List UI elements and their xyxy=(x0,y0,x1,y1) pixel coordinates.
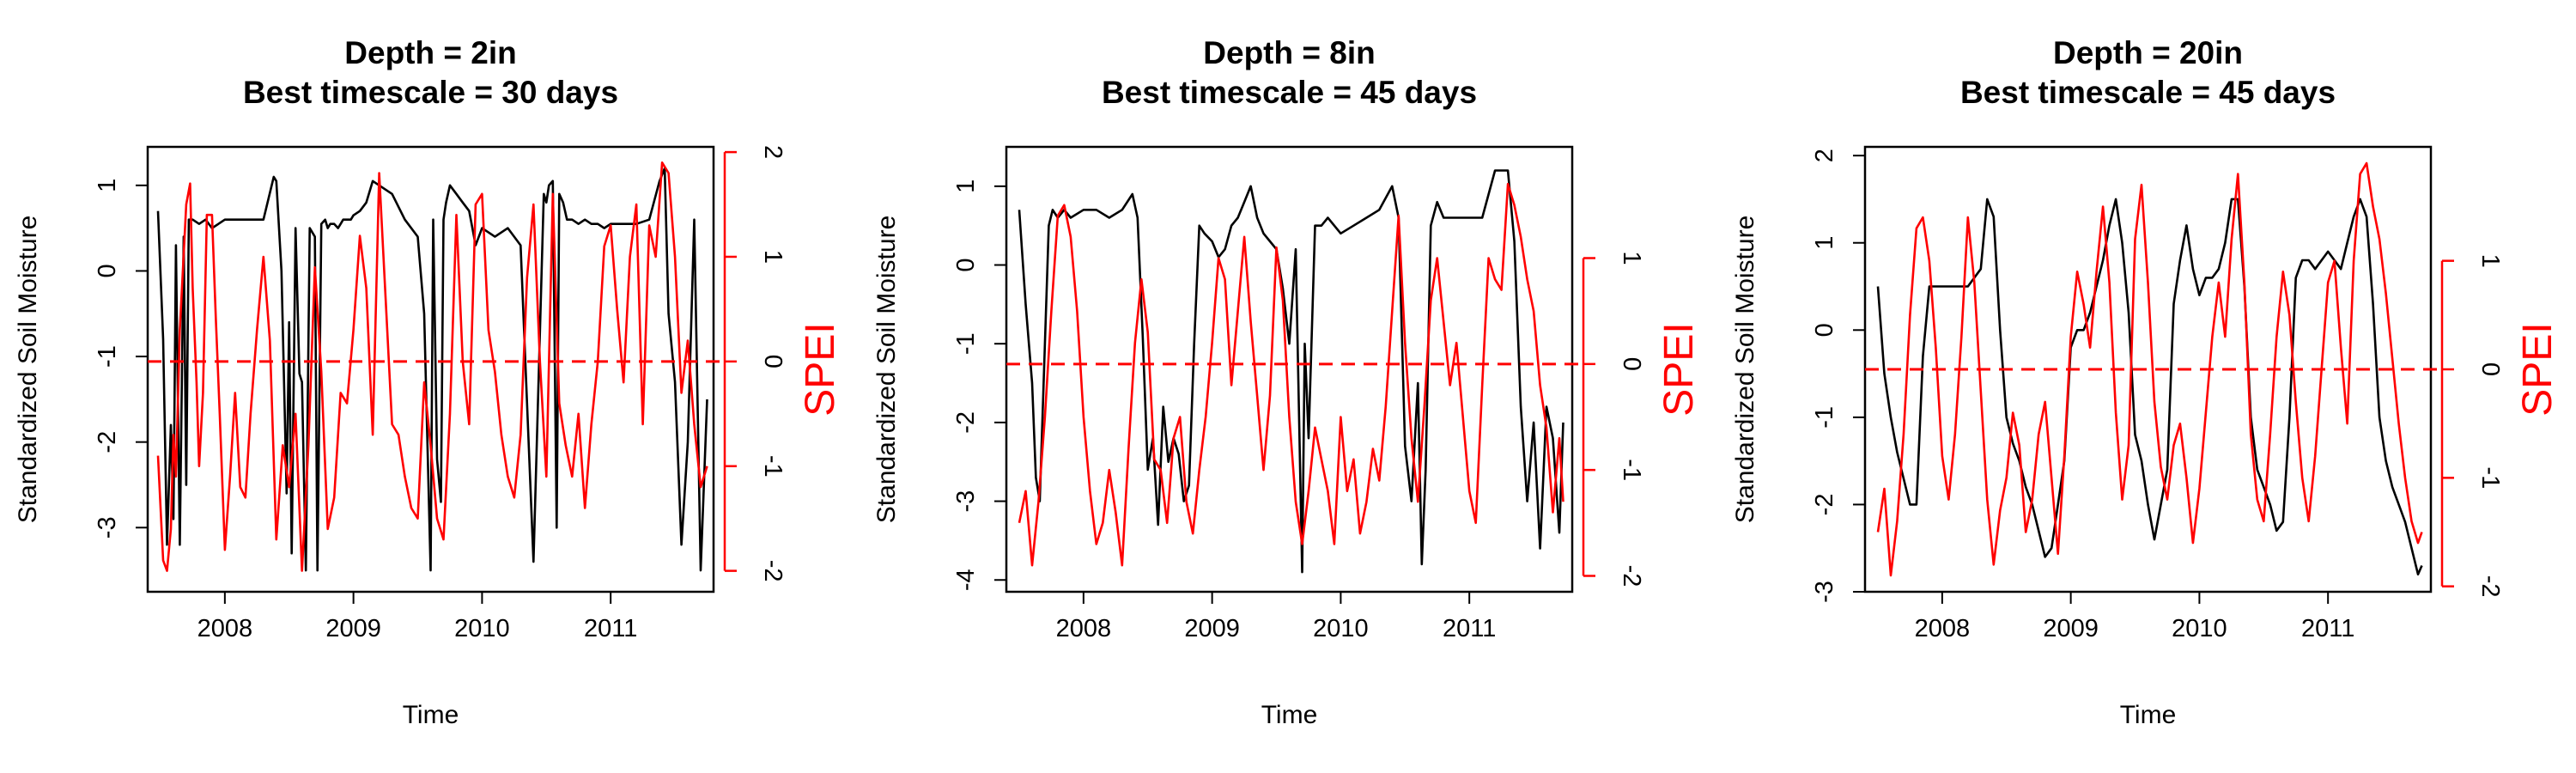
y-tick-label: -1 xyxy=(94,345,121,368)
y-tick-label: -4 xyxy=(952,569,980,591)
y-tick-label: -2 xyxy=(1811,494,1838,516)
y-tick-label: -1 xyxy=(952,332,980,355)
chart-title: Depth = 8in xyxy=(1203,35,1375,70)
x-tick-label: 2011 xyxy=(584,615,637,642)
soil-moisture-series-line xyxy=(1018,169,1564,574)
spei-series-line xyxy=(156,161,708,572)
right-y-tick-label: -1 xyxy=(759,455,787,478)
y-tick-label: 1 xyxy=(1811,236,1838,250)
y-axis-title: Standardized Soil Moisture xyxy=(14,216,42,524)
y-tick-label: -2 xyxy=(952,411,980,434)
y-tick-label: -2 xyxy=(94,431,121,453)
chart-subtitle: Best timescale = 30 days xyxy=(243,75,618,110)
x-tick-label: 2009 xyxy=(325,615,381,642)
right-axis-title: SPEI xyxy=(798,322,843,416)
x-axis-title: Time xyxy=(403,701,459,729)
x-axis-title: Time xyxy=(1261,701,1318,729)
right-y-tick-label: 0 xyxy=(759,355,787,368)
y-tick-label: -1 xyxy=(1811,406,1838,429)
chart-panel: Depth = 20in Best timescale = 45 days 2008… xyxy=(1731,35,2561,729)
right-y-tick-label: 0 xyxy=(2476,362,2504,376)
chart-panel: Depth = 8in Best timescale = 45 days 2008 2… xyxy=(872,35,1702,729)
right-y-tick-label: -1 xyxy=(2476,466,2504,489)
y-tick-label: 1 xyxy=(952,180,980,193)
chart-subtitle: Best timescale = 45 days xyxy=(1102,75,1477,110)
y-tick-label: 1 xyxy=(94,179,121,192)
x-tick-label: 2008 xyxy=(1056,615,1112,642)
right-y-tick-label: 2 xyxy=(759,145,787,159)
right-y-tick-label: 1 xyxy=(1618,251,1645,265)
right-y-tick-label: 1 xyxy=(2476,254,2504,268)
chart-title: Depth = 20in xyxy=(2053,35,2243,70)
y-tick-label: -3 xyxy=(94,516,121,539)
plot-data xyxy=(1876,161,2423,577)
x-tick-label: 2011 xyxy=(1443,615,1496,642)
y-tick-label: -3 xyxy=(1811,581,1838,603)
x-tick-label: 2010 xyxy=(454,615,510,642)
spei-series-line xyxy=(1018,182,1564,567)
x-tick-label: 2008 xyxy=(197,615,253,642)
y-axis-title: Standardized Soil Moisture xyxy=(1731,216,1759,524)
x-tick-label: 2009 xyxy=(1184,615,1240,642)
plot-data xyxy=(156,161,708,572)
soil-moisture-series-line xyxy=(1876,198,2423,576)
right-axis-title: SPEI xyxy=(1656,322,1702,416)
right-y-tick-label: 1 xyxy=(759,250,787,264)
y-axis-title: Standardized Soil Moisture xyxy=(872,216,901,524)
y-tick-label: 2 xyxy=(1811,149,1838,162)
right-y-tick-label: -2 xyxy=(759,560,787,582)
plot-frame xyxy=(146,145,715,593)
x-axis-title: Time xyxy=(2120,701,2177,729)
x-tick-label: 2008 xyxy=(1915,615,1971,642)
right-y-tick-label: -2 xyxy=(1618,565,1645,587)
plot-frame xyxy=(1005,145,1574,593)
chart-title: Depth = 2in xyxy=(344,35,516,70)
chart-panel: Depth = 2in Best timescale = 30 days 2008 2… xyxy=(14,35,843,729)
right-y-tick-label: 0 xyxy=(1618,357,1645,371)
y-tick-label: 0 xyxy=(94,264,121,277)
soil-moisture-series-line xyxy=(156,167,708,572)
x-tick-label: 2010 xyxy=(1313,615,1369,642)
y-tick-label: -3 xyxy=(952,490,980,513)
right-axis-title: SPEI xyxy=(2515,322,2561,416)
right-y-tick-label: -2 xyxy=(2476,575,2504,598)
y-tick-label: 0 xyxy=(1811,323,1838,337)
right-y-tick-label: -1 xyxy=(1618,459,1645,481)
x-tick-label: 2009 xyxy=(2043,615,2099,642)
x-tick-label: 2011 xyxy=(2301,615,2354,642)
y-tick-label: 0 xyxy=(952,258,980,271)
spei-series-line xyxy=(1876,161,2423,577)
x-tick-label: 2010 xyxy=(2172,615,2227,642)
plot-data xyxy=(1018,169,1564,574)
chart-subtitle: Best timescale = 45 days xyxy=(1960,75,2336,110)
